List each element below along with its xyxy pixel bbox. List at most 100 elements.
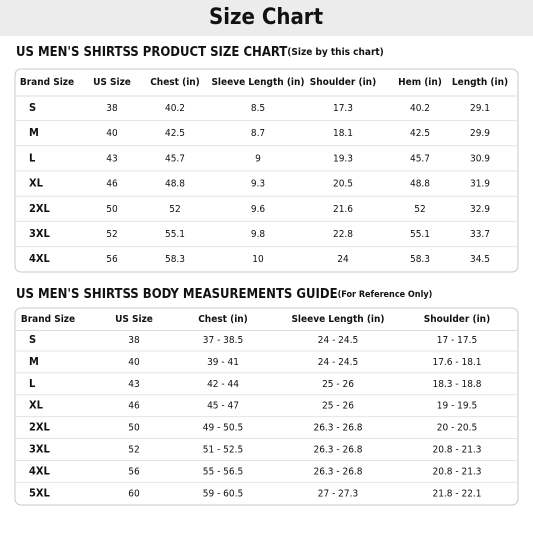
size-label: 4XL	[29, 464, 51, 477]
heading-text: US MEN'S SHIRTSS PRODUCT SIZE CHART	[16, 45, 287, 60]
cell: 45 - 47	[207, 401, 239, 412]
cell: 55.1	[410, 229, 430, 240]
cell: 52	[128, 445, 139, 456]
heading-note: (For Reference Only)	[338, 290, 433, 300]
heading-note: (Size by this chart)	[287, 47, 384, 58]
cell: 40	[128, 357, 140, 368]
cell: 17.3	[333, 103, 353, 114]
cell: 55 - 56.5	[203, 466, 243, 477]
heading: US MEN'S SHIRTSS PRODUCT SIZE CHART(Size…	[16, 45, 384, 60]
cell: 9	[255, 153, 261, 164]
size-label: 2XL	[29, 421, 51, 434]
column-header: US Size	[115, 314, 153, 325]
cell: 59 - 60.5	[203, 488, 243, 499]
column-header: Hem (in)	[398, 77, 442, 88]
size-label: XL	[29, 399, 44, 412]
cell: 9.6	[251, 204, 266, 215]
size-label: 2XL	[29, 202, 51, 215]
cell: 45.7	[410, 153, 430, 164]
cell: 18.1	[333, 128, 353, 139]
cell: 49 - 50.5	[203, 423, 243, 434]
cell: 20.5	[333, 179, 353, 190]
heading-text: US MEN'S SHIRTSS BODY MEASUREMENTS GUIDE	[16, 287, 338, 302]
table-border	[14, 307, 519, 506]
cell: 37 - 38.5	[203, 335, 243, 346]
size-label: S	[29, 333, 36, 346]
column-header: Brand Size	[20, 77, 74, 88]
size-label: M	[29, 355, 39, 368]
cell: 56	[128, 466, 140, 477]
column-header: Length (in)	[452, 77, 508, 88]
title: Size Chart	[209, 5, 324, 30]
column-header: Shoulder (in)	[424, 314, 490, 325]
cell: 58.3	[410, 254, 430, 265]
cell: 40.2	[410, 103, 430, 114]
cell: 43	[106, 153, 117, 164]
cell: 48.8	[410, 179, 430, 190]
cell: 45.7	[165, 153, 185, 164]
cell: 24 - 24.5	[318, 335, 358, 346]
cell: 38	[106, 103, 118, 114]
column-header: Sleeve Length (in)	[291, 314, 384, 325]
cell: 19 - 19.5	[437, 401, 477, 412]
size-label: 3XL	[29, 443, 51, 456]
cell: 60	[128, 488, 140, 499]
cell: 30.9	[470, 153, 490, 164]
column-header: Chest (in)	[198, 314, 248, 325]
cell: 17 - 17.5	[437, 335, 477, 346]
size-label: L	[29, 377, 36, 390]
cell: 26.3 - 26.8	[313, 466, 362, 477]
cell: 31.9	[470, 179, 490, 190]
cell: 42 - 44	[207, 379, 239, 390]
cell: 48.8	[165, 179, 185, 190]
cell: 21.8 - 22.1	[432, 488, 481, 499]
table-border	[14, 68, 519, 273]
cell: 42.5	[165, 128, 185, 139]
cell: 43	[128, 379, 139, 390]
cell: 55.1	[165, 229, 185, 240]
cell: 9.8	[251, 229, 266, 240]
cell: 52	[106, 229, 117, 240]
cell: 20.8 - 21.3	[432, 466, 481, 477]
cell: 17.6 - 18.1	[432, 357, 481, 368]
heading: US MEN'S SHIRTSS BODY MEASUREMENTS GUIDE…	[16, 287, 432, 302]
cell: 9.3	[251, 179, 265, 190]
cell: 10	[252, 254, 264, 265]
size-label: 3XL	[29, 227, 51, 240]
cell: 56	[106, 254, 118, 265]
cell: 40.2	[165, 103, 185, 114]
cell: 29.9	[470, 128, 490, 139]
cell: 40	[106, 128, 118, 139]
size-label: XL	[29, 177, 44, 190]
size-label: 5XL	[29, 486, 51, 499]
cell: 39 - 41	[207, 357, 239, 368]
cell: 22.8	[333, 229, 353, 240]
cell: 58.3	[165, 254, 185, 265]
cell: 38	[128, 335, 140, 346]
column-header: Shoulder (in)	[310, 77, 376, 88]
cell: 8.5	[251, 103, 265, 114]
size-label: 4XL	[29, 252, 51, 265]
cell: 8.7	[251, 128, 265, 139]
cell: 18.3 - 18.8	[432, 379, 481, 390]
column-header: US Size	[93, 77, 131, 88]
cell: 51 - 52.5	[203, 445, 243, 456]
cell: 25 - 26	[322, 401, 354, 412]
column-header: Brand Size	[21, 314, 75, 325]
cell: 27 - 27.3	[318, 488, 358, 499]
cell: 26.3 - 26.8	[313, 423, 362, 434]
cell: 19.3	[333, 153, 353, 164]
size-label: M	[29, 126, 39, 139]
cell: 24	[337, 254, 349, 265]
cell: 34.5	[470, 254, 490, 265]
cell: 32.9	[470, 204, 490, 215]
title-bar	[0, 0, 533, 36]
cell: 33.7	[470, 229, 490, 240]
size-label: L	[29, 151, 36, 164]
cell: 46	[106, 179, 118, 190]
cell: 46	[128, 401, 140, 412]
cell: 20.8 - 21.3	[432, 445, 481, 456]
cell: 25 - 26	[322, 379, 354, 390]
cell: 21.6	[333, 204, 353, 215]
cell: 50	[106, 204, 118, 215]
